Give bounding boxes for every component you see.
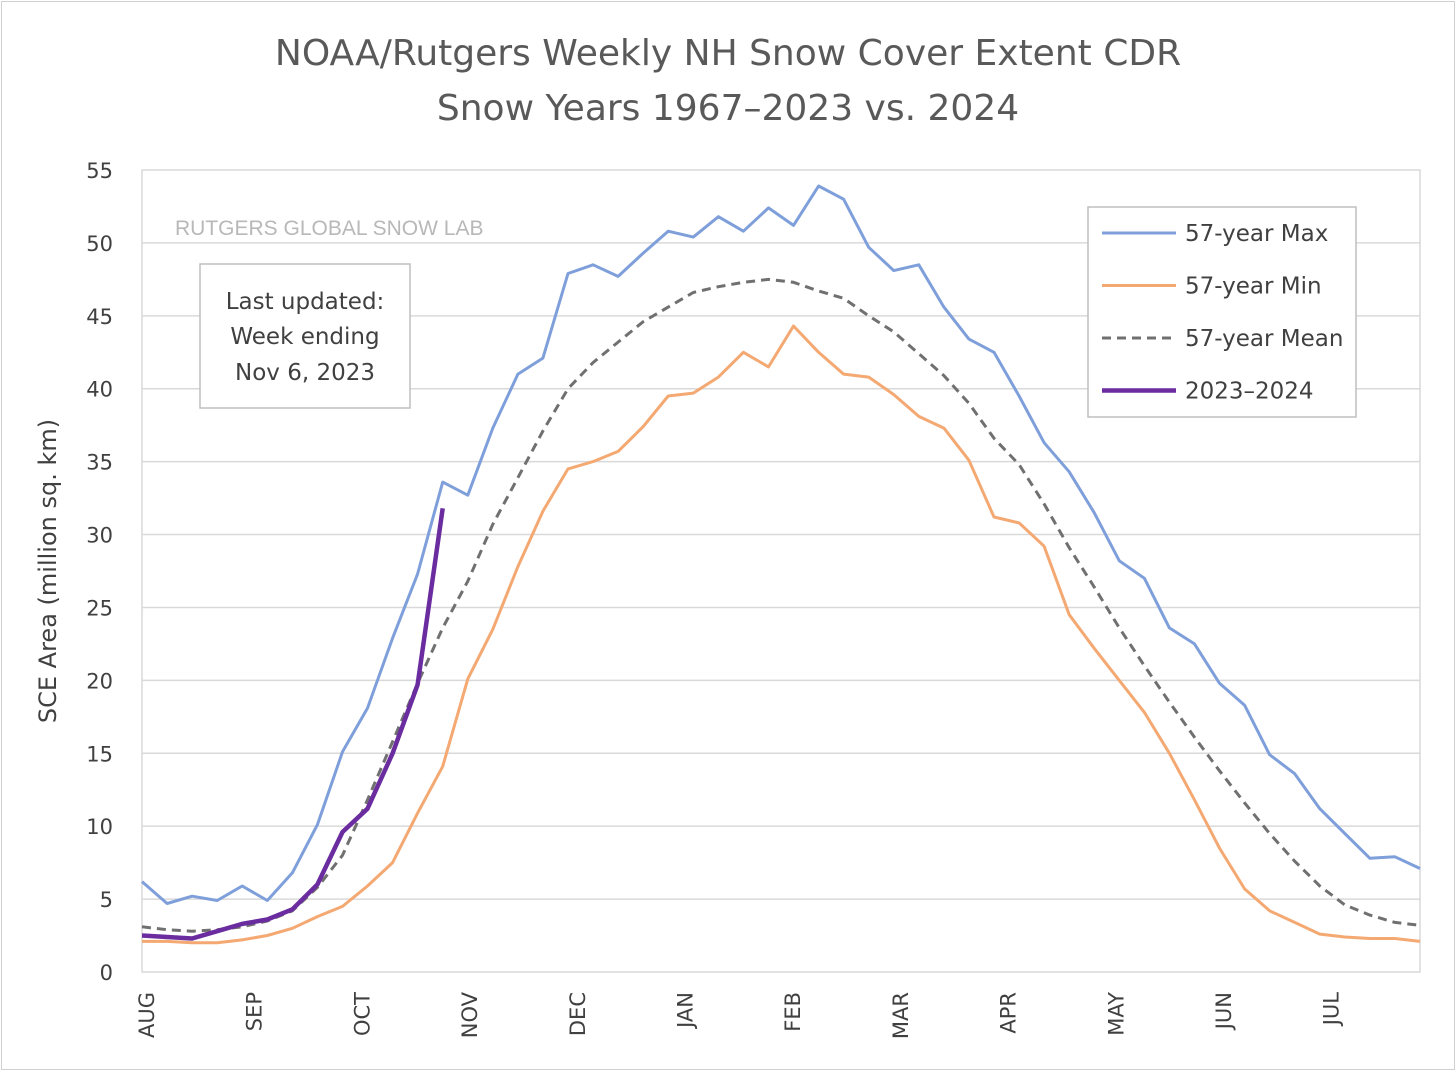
legend-label: 57-year Max [1185,221,1328,247]
x-tick-label: SEP [243,992,267,1031]
annotation-line-1: Last updated: [226,289,385,315]
x-tick-label: FEB [781,992,805,1032]
y-tick-label: 0 [100,961,113,985]
series-line-1 [142,324,1421,945]
chart-title-line-1: NOAA/Rutgers Weekly NH Snow Cover Extent… [275,33,1181,74]
x-tick-label: AUG [135,992,159,1038]
x-tick-label: OCT [350,992,374,1036]
x-tick-label: JUN [1212,992,1236,1031]
y-tick-label: 40 [86,378,113,402]
x-axis-ticks: AUG SEP OCT NOV DEC JAN FEB MAR APR MAY JUN JUL [135,991,1344,1039]
x-tick-label: JAN [674,992,698,1030]
annotation-line-2: Week ending [230,324,379,350]
y-tick-label: 30 [86,524,113,548]
y-tick-label: 10 [86,815,113,839]
y-axis-label: SCE Area (million sq. km) [34,419,62,723]
legend-label: 57-year Mean [1185,326,1343,352]
legend-label: 2023–2024 [1185,379,1314,405]
watermark: RUTGERS GLOBAL SNOW LAB [175,217,483,240]
x-tick-label: MAR [889,992,913,1039]
annotation-box: Last updated: Week ending Nov 6, 2023 [199,263,411,409]
chart-title-line-2: Snow Years 1967–2023 vs. 2024 [437,88,1019,129]
y-tick-label: 35 [86,451,113,475]
y-axis-ticks: 0 5 10 15 20 25 30 35 40 45 50 55 [86,159,113,985]
x-tick-label: NOV [458,991,482,1038]
x-tick-label: JUL [1320,992,1344,1028]
y-tick-label: 45 [86,305,113,329]
legend-label: 57-year Min [1185,274,1322,300]
x-tick-label: DEC [566,992,590,1036]
annotation-line-3: Nov 6, 2023 [235,360,375,386]
y-tick-label: 50 [86,232,113,256]
plot-frame [141,169,1421,973]
y-tick-label: 25 [86,596,113,620]
series-line-0 [141,184,1421,905]
series-line-2 [141,277,1421,933]
series-line-3 [141,507,445,941]
series-lines [141,184,1421,945]
y-tick-label: 15 [86,742,113,766]
y-tick-label: 20 [86,669,113,693]
legend: 57-year Max 57-year Min 57-year Mean 2023–2… [1087,206,1357,418]
y-tick-label: 5 [100,888,113,912]
y-tick-label: 55 [86,159,113,183]
x-tick-label: MAY [1104,992,1128,1036]
x-tick-label: APR [997,992,1021,1034]
